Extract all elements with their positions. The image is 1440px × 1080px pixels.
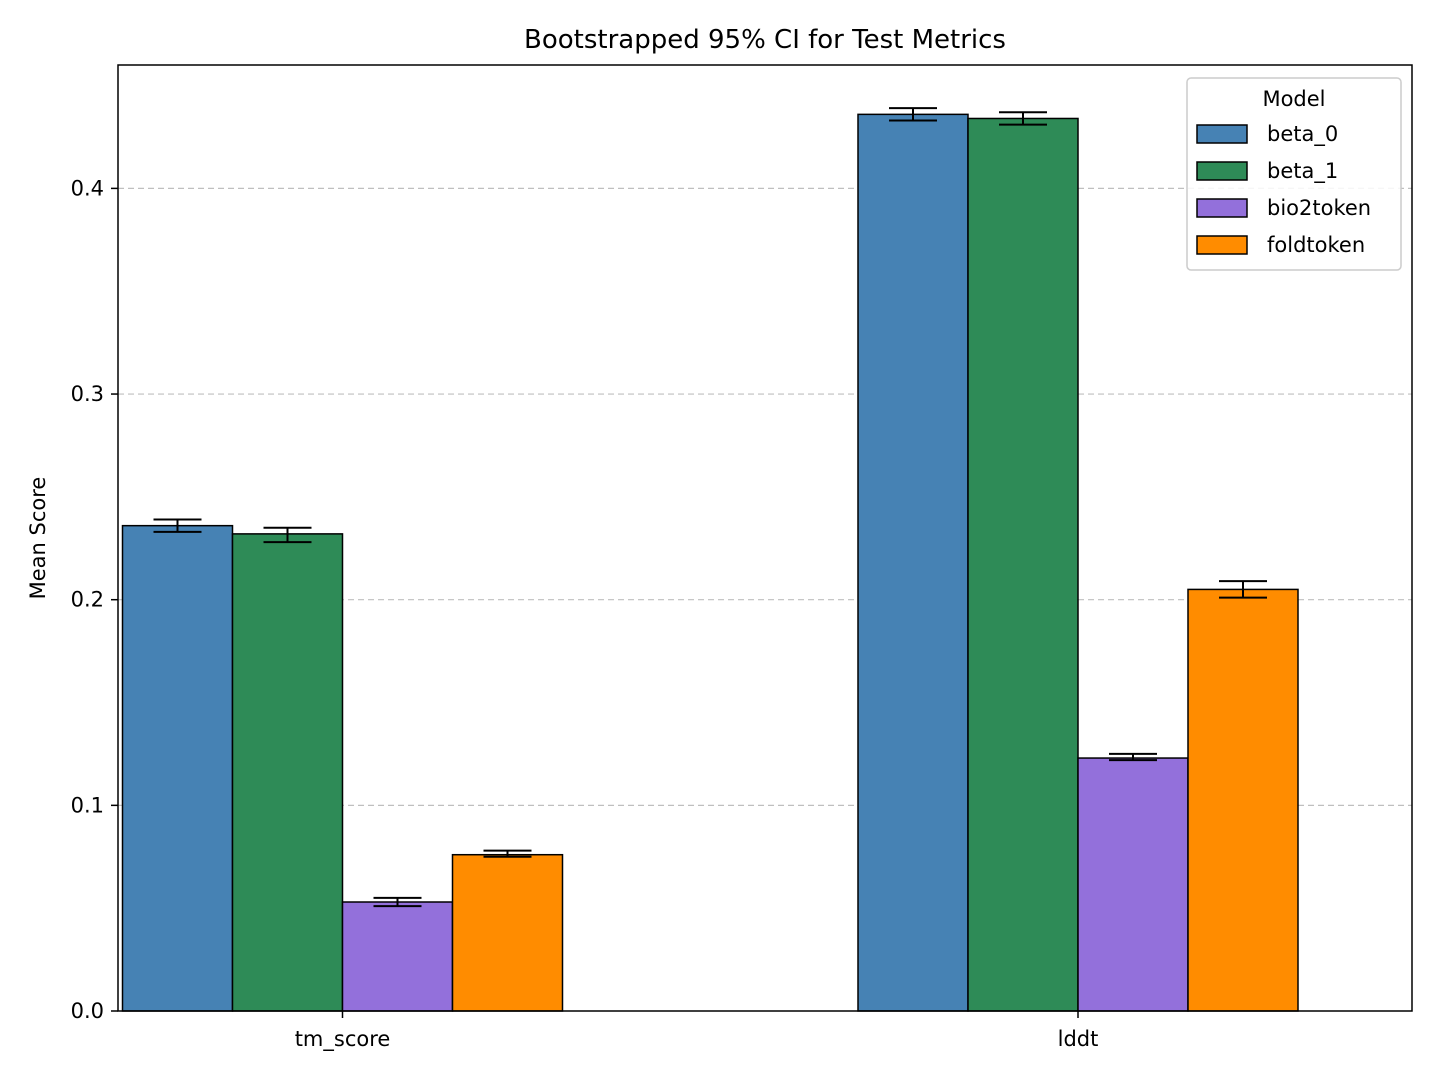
y-tick-label: 0.4: [71, 176, 104, 200]
error-bar-beta_0-tm_score: [153, 518, 202, 533]
x-tick-label: lddt: [1058, 1027, 1099, 1051]
legend-label: bio2token: [1267, 196, 1371, 220]
error-bar-foldtoken-tm_score: [483, 849, 532, 858]
bar-beta_0-tm_score: [121, 524, 234, 1012]
legend-item-beta_1: beta_1: [1196, 159, 1338, 184]
legend-item-foldtoken: foldtoken: [1196, 233, 1365, 257]
legend: Model beta_0 beta_1 bio2token foldtoken: [1186, 77, 1402, 271]
legend-item-beta_0: beta_0: [1196, 122, 1338, 147]
x-tick-label: tm_score: [295, 1027, 391, 1052]
y-tick-label: 0.3: [71, 382, 104, 406]
legend-label: beta_1: [1267, 159, 1338, 184]
bar-bio2token-tm_score: [341, 901, 454, 1012]
legend-swatch: [1196, 235, 1248, 255]
y-tick-label: 0.1: [71, 793, 104, 817]
bar-beta_1-lddt: [967, 117, 1079, 1012]
error-bar-beta_1-tm_score: [263, 526, 312, 544]
axis-ticks: 0.0 0.1 0.2 0.3 0.4 tm_score lddt: [71, 176, 1099, 1052]
legend-swatch: [1196, 198, 1248, 218]
plot-frame: [117, 64, 1413, 1012]
bar-beta_1-tm_score: [231, 533, 344, 1012]
error-bar-beta_1-lddt: [999, 111, 1047, 126]
y-tick-label: 0.2: [71, 588, 104, 612]
error-bars: [153, 107, 1267, 908]
y-axis-label: Mean Score: [26, 477, 50, 600]
bar-bio2token-lddt: [1077, 757, 1189, 1012]
y-tick-label: 0.0: [71, 999, 104, 1023]
legend-title: Model: [1262, 87, 1325, 111]
bar-beta_0-lddt: [857, 113, 969, 1012]
legend-swatch: [1196, 124, 1248, 144]
legend-swatch: [1196, 161, 1248, 181]
bar-foldtoken-lddt: [1187, 588, 1299, 1012]
legend-item-bio2token: bio2token: [1196, 196, 1371, 220]
legend-label: beta_0: [1267, 122, 1338, 147]
bars: [121, 113, 1299, 1012]
bar-foldtoken-tm_score: [451, 853, 564, 1012]
error-bar-beta_0-lddt: [889, 107, 937, 122]
error-bar-bio2token-tm_score: [373, 896, 422, 908]
error-bar-bio2token-lddt: [1109, 752, 1157, 762]
chart-title: Bootstrapped 95% CI for Test Metrics: [524, 25, 1006, 55]
legend-label: foldtoken: [1267, 233, 1365, 257]
error-bar-foldtoken-lddt: [1219, 580, 1267, 599]
